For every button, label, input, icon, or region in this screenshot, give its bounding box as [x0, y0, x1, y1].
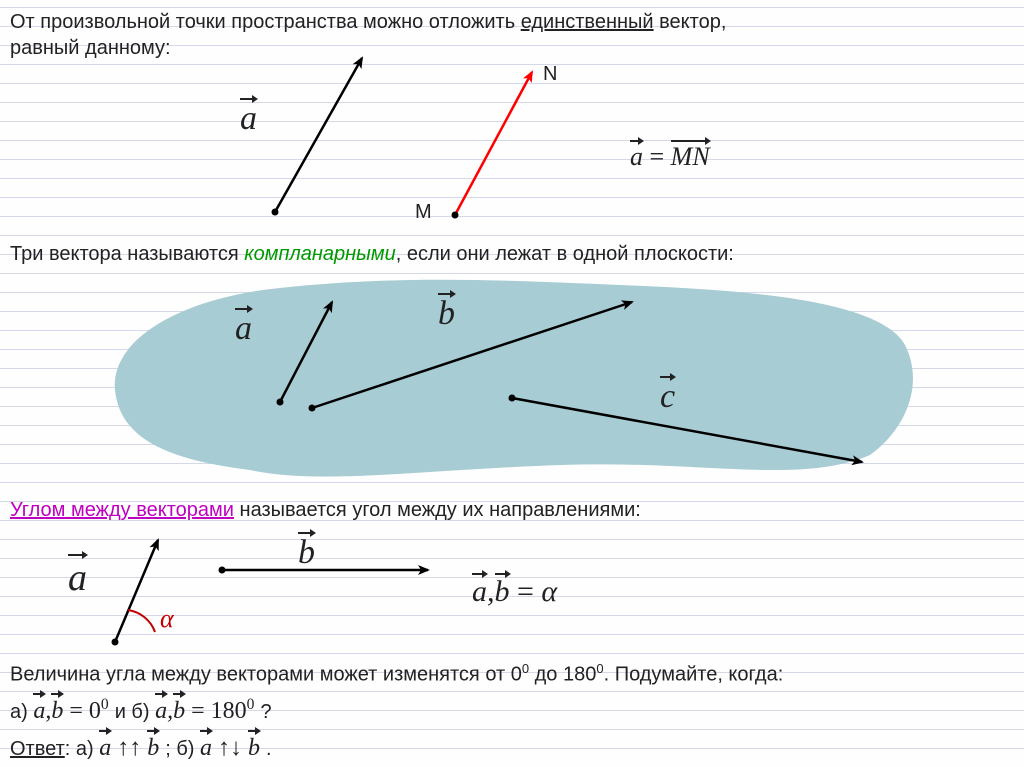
d1-vec-a: [275, 58, 362, 212]
intro-line2: равный данному:: [10, 34, 171, 62]
angle-line: Углом между векторами называется угол ме…: [10, 496, 641, 524]
d1-label-N: N: [543, 60, 557, 88]
intro-line1: От произвольной точки пространства можно…: [10, 8, 1014, 36]
question-line: а) a,b = 00 и б) a,b = 1800 ?: [10, 694, 272, 729]
d1-formula: a = MN: [630, 142, 710, 172]
range-line: Величина угла между векторами может изме…: [10, 660, 783, 689]
coplanar-line: Три вектора называются компланарными, ес…: [10, 240, 734, 268]
d3-alpha: α: [160, 604, 174, 634]
d1-dot-a: [272, 209, 279, 216]
d1-vec-mn: [455, 72, 532, 215]
d1-label-a: a: [240, 100, 257, 138]
d3-angle-arc: [128, 610, 155, 632]
d2-label-c: c: [660, 378, 675, 416]
d3-label-b: b: [298, 534, 315, 572]
d3-label-a: a: [68, 556, 87, 600]
d1-label-M: M: [415, 198, 432, 226]
d3-formula: a,b = α: [472, 575, 557, 609]
d2-label-a: a: [235, 310, 252, 348]
d2-label-b: b: [438, 295, 455, 333]
diagram-svg: [0, 0, 1024, 767]
d1-dot-m: [452, 212, 459, 219]
answer-line: Ответ: а) a ↑↑ b ; б) a ↑↓ b .: [10, 732, 272, 766]
